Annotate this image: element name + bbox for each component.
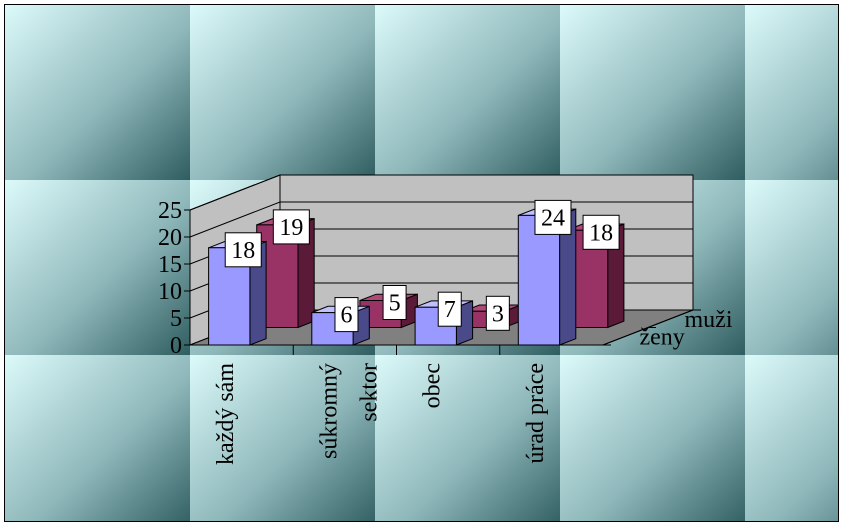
bar: 5: [359, 285, 418, 329]
bar: 18: [208, 232, 267, 346]
y-tick-label: 25: [158, 198, 182, 224]
category-label: súkromný sektor: [317, 363, 383, 459]
data-label-box: [272, 209, 310, 245]
category-label-line: každý sám: [213, 363, 239, 465]
category-label: každý sám: [213, 363, 239, 465]
bars: 19 5 3 18 18 6 7 24: [208, 199, 625, 346]
data-label: 24: [541, 205, 565, 231]
data-label: 6: [340, 303, 352, 329]
data-label-box: [582, 214, 620, 250]
y-tick-label: 10: [158, 279, 182, 305]
bar: 3: [462, 295, 522, 331]
bar: 7: [414, 291, 474, 346]
bar: 6: [311, 297, 370, 346]
data-label-box: [382, 285, 407, 320]
data-label: 19: [279, 215, 303, 241]
back-wall: [279, 174, 694, 311]
y-tick-label: 15: [158, 252, 182, 278]
bar: 24: [517, 199, 577, 346]
data-label-box: [334, 297, 359, 333]
data-label: 3: [492, 301, 504, 327]
category-label-line: súkromný: [317, 363, 343, 459]
data-label-box: [485, 295, 510, 331]
data-label: 5: [389, 291, 401, 317]
chart-area: 0 5 10 15 20 25 19 5 3 18 18 6 7 24 každý sám súkromn…: [4, 4, 839, 522]
series-label: muži: [685, 307, 733, 333]
category-label-line: obec: [420, 363, 446, 408]
category-label: obec: [420, 363, 446, 408]
data-label: 7: [444, 297, 456, 323]
bar: 18: [565, 214, 625, 329]
gridline: [189, 174, 693, 211]
series-label: ženy: [640, 324, 685, 350]
bar: 19: [256, 209, 315, 329]
data-label-box: [437, 291, 462, 327]
data-label-box: [224, 232, 262, 268]
y-tick-label: 20: [158, 225, 182, 251]
data-label: 18: [589, 220, 613, 246]
y-tick-label: 5: [170, 306, 182, 332]
y-tick-label: 0: [170, 333, 182, 359]
category-label-line: sektor: [357, 363, 383, 422]
category-label-line: úrad práce: [523, 363, 549, 464]
data-label-box: [534, 199, 572, 235]
x-axis: každý sám súkromný sektor obec úrad práce: [213, 345, 549, 465]
category-label: úrad práce: [523, 363, 549, 464]
data-label: 18: [231, 238, 255, 264]
